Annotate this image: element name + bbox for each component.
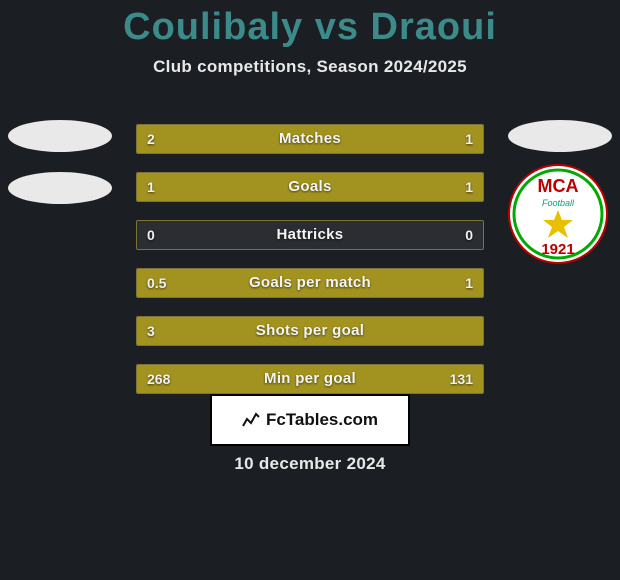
stat-label: Min per goal [137, 365, 483, 393]
stat-label: Shots per goal [137, 317, 483, 345]
mca-year: 1921 [541, 241, 574, 258]
stats-panel: 2Matches11Goals10Hattricks00.5Goals per … [136, 124, 484, 412]
stat-row: 0Hattricks0 [136, 220, 484, 250]
player-left-badge [8, 120, 112, 224]
stat-label: Goals per match [137, 269, 483, 297]
player-right-badge: MCA Football 1921 [508, 120, 612, 264]
stat-row: 268Min per goal131 [136, 364, 484, 394]
placeholder-oval [8, 172, 112, 204]
brand-label: FcTables.com [266, 410, 378, 430]
stat-right-value: 1 [465, 125, 473, 153]
stat-row: 0.5Goals per match1 [136, 268, 484, 298]
stat-row: 1Goals1 [136, 172, 484, 202]
date-text: 10 december 2024 [0, 454, 620, 474]
stat-label: Hattricks [137, 221, 483, 249]
page-title: Coulibaly vs Draoui [0, 0, 620, 49]
brand-badge: FcTables.com [210, 394, 410, 446]
mca-logo-icon: MCA Football 1921 [508, 164, 608, 264]
stat-right-value: 131 [450, 365, 473, 393]
stat-right-value: 0 [465, 221, 473, 249]
stat-row: 3Shots per goal [136, 316, 484, 346]
mca-text: MCA [538, 176, 579, 196]
stat-row: 2Matches1 [136, 124, 484, 154]
placeholder-oval [8, 120, 112, 152]
stat-right-value: 1 [465, 173, 473, 201]
brand-text: FcTables.com [242, 410, 378, 430]
stat-label: Goals [137, 173, 483, 201]
brand-icon [242, 411, 260, 429]
stat-right-value: 1 [465, 269, 473, 297]
stat-label: Matches [137, 125, 483, 153]
subtitle: Club competitions, Season 2024/2025 [0, 57, 620, 77]
placeholder-oval [508, 120, 612, 152]
mca-sub: Football [542, 198, 575, 208]
